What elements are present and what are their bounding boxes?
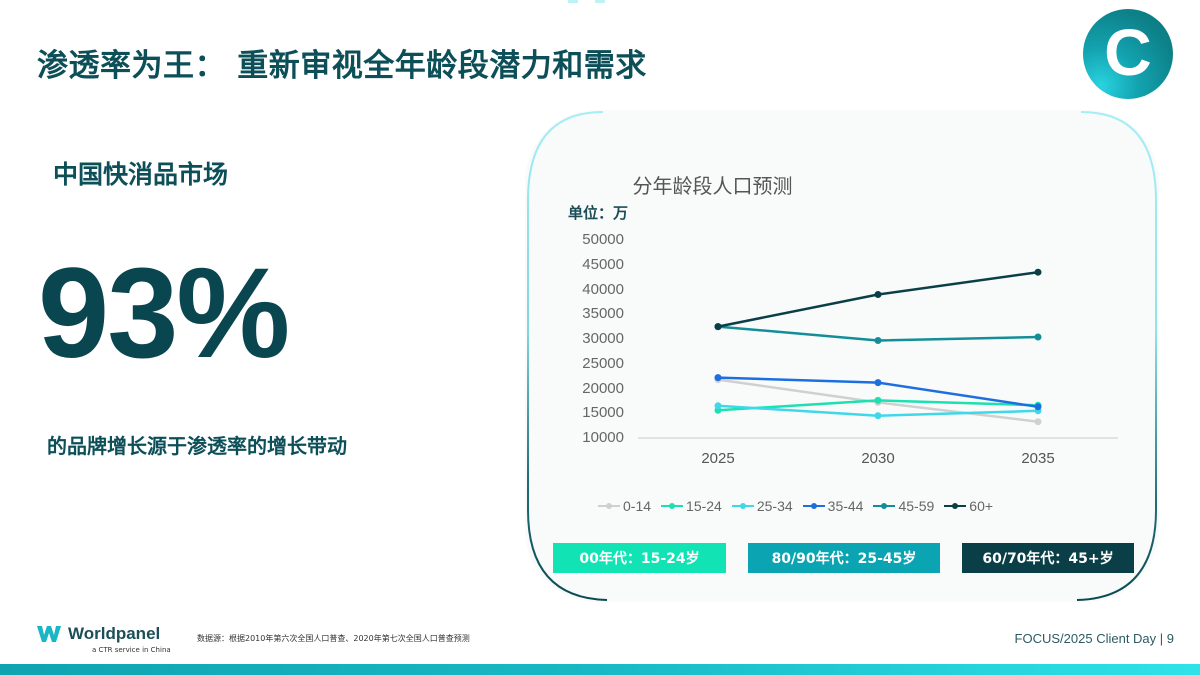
legend-line-marker-icon <box>944 503 967 509</box>
worldpanel-logo: Worldpanel <box>36 624 160 644</box>
y-tick: 20000 <box>582 380 624 397</box>
stat-caption: 的品牌增长源于渗透率的增长带动 <box>47 434 347 458</box>
y-tick: 40000 <box>582 281 624 298</box>
chart-legend: 0-14 15-24 25-34 35-44 45-59 60+ <box>598 498 993 514</box>
legend-line-marker-icon <box>802 503 825 509</box>
logo-letter: C <box>1104 15 1152 89</box>
x-tick: 2025 <box>701 450 735 467</box>
tag-gen-00s: 00年代：15-24岁 <box>553 543 726 573</box>
legend-item-35-44: 35-44 <box>802 498 864 514</box>
top-decoration <box>568 0 578 3</box>
y-tick: 30000 <box>582 330 624 347</box>
y-axis-unit: 单位：万 <box>568 204 629 222</box>
chart-card <box>525 110 1159 602</box>
legend-label: 45-59 <box>898 498 935 514</box>
legend-item-0-14: 0-14 <box>598 498 651 514</box>
legend-label: 0-14 <box>623 498 652 514</box>
data-source-note: 数据源：根据2010年第六次全国人口普查、2020年第七次全国人口普查预测 <box>197 634 470 643</box>
y-tick: 35000 <box>582 305 624 322</box>
y-tick: 10000 <box>582 429 624 446</box>
page-title: 渗透率为王： 重新审视全年龄段潜力和需求 <box>37 48 647 84</box>
y-tick: 15000 <box>582 404 624 421</box>
legend-item-45-59: 45-59 <box>873 498 934 514</box>
y-tick: 45000 <box>582 256 624 273</box>
legend-line-marker-icon <box>731 503 754 509</box>
y-tick: 50000 <box>582 231 624 248</box>
legend-item-15-24: 15-24 <box>661 498 722 514</box>
legend-label: 15-24 <box>686 498 722 514</box>
bottom-accent-bar <box>0 664 1200 675</box>
legend-line-marker-icon <box>661 503 684 509</box>
legend-item-25-34: 25-34 <box>731 498 793 514</box>
tag-gen-60s-70s: 60/70年代：45+岁 <box>962 543 1134 573</box>
brand-logo-icon: C <box>1083 9 1173 99</box>
worldpanel-w-icon <box>37 626 61 642</box>
legend-item-60-plus: 60+ <box>944 498 993 514</box>
legend-label: 60+ <box>969 498 994 514</box>
top-decoration <box>595 0 605 3</box>
tag-gen-80s-90s: 80/90年代：25-45岁 <box>748 543 940 573</box>
x-tick: 2035 <box>1021 450 1055 467</box>
brand-subtitle: a CTR service in China <box>92 646 171 654</box>
page-footer-label: FOCUS/2025 Client Day | 9 <box>1014 631 1174 646</box>
y-tick: 25000 <box>582 355 624 372</box>
legend-line-marker-icon <box>598 503 620 509</box>
x-tick: 2030 <box>861 450 895 467</box>
brand-name: Worldpanel <box>68 624 161 643</box>
legend-line-marker-icon <box>873 503 896 509</box>
legend-label: 25-34 <box>756 498 793 514</box>
market-title: 中国快消品市场 <box>53 160 229 189</box>
legend-label: 35-44 <box>827 498 864 514</box>
big-number-stat: 93% <box>38 242 290 385</box>
chart-title: 分年龄段人口预测 <box>632 174 793 198</box>
